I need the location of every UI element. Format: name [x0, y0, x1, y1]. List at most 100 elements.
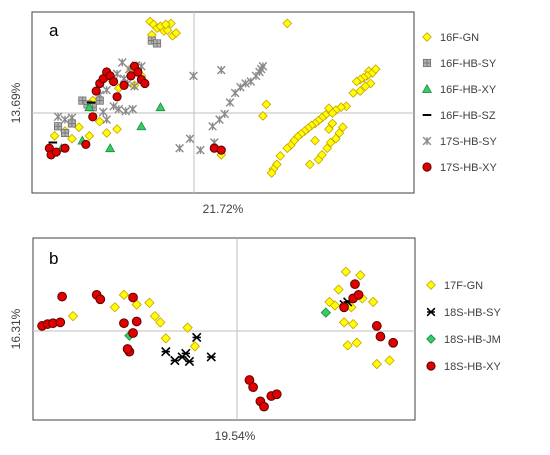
point-17f-gn-7	[160, 333, 171, 344]
point-17f-gn-12	[333, 284, 344, 295]
point-18s-hb-xy-16	[259, 401, 269, 412]
point-18s-hb-xy-24	[375, 331, 386, 342]
point-16f-hb-xy-3	[105, 143, 116, 153]
legend-item-18s-hb-xy: 18S-HB-XY	[426, 361, 502, 373]
point-17f-gn-20	[351, 337, 362, 348]
point-16f-hb-xy-4	[136, 121, 147, 131]
point-17f-gn-5	[149, 310, 161, 322]
point-17s-hb-sy-36	[216, 65, 226, 75]
series-16f-hb-sy	[53, 36, 162, 138]
point-16f-gn-61	[74, 122, 84, 133]
point-17f-gn-17	[367, 296, 379, 308]
panel-b-x-axis-label: 19.54%	[215, 429, 256, 443]
point-17s-hb-xy-13	[119, 80, 129, 90]
point-18s-hb-xy-4	[57, 291, 67, 302]
point-16f-gn-55	[258, 110, 268, 121]
legend-item-16f-hb-sz: 16F-HB-SZ	[422, 110, 496, 122]
point-17s-hb-sy-34	[175, 143, 184, 153]
series-17s-hb-sy	[53, 58, 268, 155]
point-18s-hb-xy-9	[131, 316, 142, 327]
panel-b-letter: b	[49, 249, 58, 268]
legend-item-16f-gn: 16F-GN	[422, 32, 479, 44]
point-17f-gn-9	[189, 341, 201, 352]
point-17s-hb-xy-14	[126, 71, 136, 81]
point-18s-hb-xy-19	[339, 302, 349, 313]
panel-b-legend: 17F-GN 18S-HB-SY 18S-HB-JM 18S-HB-XY	[426, 280, 502, 373]
point-17f-gn-11	[355, 270, 366, 281]
point-16f-gn-51	[337, 122, 348, 133]
point-17s-hb-xy-3	[60, 143, 70, 153]
point-17f-gn-8	[182, 322, 193, 333]
point-18s-hb-sy-4	[170, 355, 180, 366]
series-18s-hb-xy	[37, 279, 399, 412]
panel-b-y-axis-label: 16.31%	[9, 308, 23, 349]
point-16f-gn-22	[348, 88, 359, 98]
point-17s-hb-sy-32	[196, 145, 205, 155]
point-16f-gn-50	[334, 128, 345, 138]
point-16f-gn-53	[327, 118, 338, 129]
legend-item-16f-hb-xy: 16F-HB-XY	[422, 83, 497, 96]
point-17s-hb-sy-11	[114, 104, 124, 114]
point-16f-gn-47	[322, 143, 333, 154]
point-18s-hb-xy-3	[55, 317, 66, 328]
legend-marker-16f-hb-xy	[422, 83, 432, 93]
legend-label-17f-gn: 17F-GN	[444, 280, 483, 292]
legend-item-18s-hb-jm: 18S-HB-JM	[426, 334, 501, 346]
point-16f-hb-sy-8	[152, 39, 162, 48]
point-17s-hb-sy-26	[241, 79, 250, 88]
point-17s-hb-xy-11	[109, 76, 119, 87]
point-16f-gn-5	[162, 25, 173, 35]
legend-marker-18s-hb-jm	[426, 334, 436, 344]
point-16f-gn-43	[266, 168, 277, 178]
legend-label-16f-hb-sy: 16F-HB-SY	[440, 58, 497, 70]
point-18s-hb-sy-7	[161, 346, 171, 357]
point-16f-gn-34	[299, 126, 310, 136]
point-18s-hb-xy-8	[119, 318, 129, 329]
panel-a: a 21.72% 13.69% 16F-GN 16F-HB-SY 16F-HB-XY…	[9, 11, 498, 216]
point-17s-hb-sy-10	[109, 101, 118, 111]
legend-item-17s-hb-xy: 17S-HB-XY	[422, 162, 498, 174]
legend-marker-17s-hb-xy	[422, 162, 432, 172]
legend-item-17f-gn: 17F-GN	[426, 280, 483, 292]
point-16f-gn-27	[324, 103, 334, 114]
point-18s-hb-jm-1	[320, 307, 332, 318]
point-16f-gn-58	[49, 130, 60, 141]
series-16f-hb-sz	[48, 101, 96, 144]
point-16f-gn-62	[84, 130, 95, 141]
point-16f-gn-11	[282, 18, 293, 29]
point-16f-gn-35	[296, 129, 307, 139]
series-17s-hb-xy	[44, 61, 226, 160]
legend-marker-16f-gn	[422, 32, 432, 42]
point-16f-gn-60	[67, 133, 77, 144]
point-16f-gn-18	[351, 76, 362, 87]
legend-marker-16f-hb-sy	[422, 58, 432, 68]
legend-marker-17s-hb-sy	[422, 136, 432, 146]
legend-item-17s-hb-sy: 17S-HB-SY	[422, 136, 498, 148]
point-16f-gn-20	[360, 81, 371, 92]
point-17s-hb-xy-4	[81, 139, 91, 150]
point-18s-hb-xy-7	[128, 292, 138, 303]
panel-a-letter: a	[49, 21, 59, 40]
point-17f-gn-22	[384, 355, 395, 366]
legend-item-16f-hb-sy: 16F-HB-SY	[422, 58, 497, 70]
point-18s-hb-sy-3	[181, 348, 191, 359]
point-18s-hb-xy-11	[122, 344, 133, 354]
point-17s-hb-sy-17	[60, 115, 70, 125]
legend-item-18s-hb-sy: 18S-HB-SY	[426, 307, 502, 319]
point-18s-hb-sy-5	[184, 356, 195, 367]
point-17s-hb-xy-16	[133, 67, 143, 77]
point-17s-hb-sy-18	[67, 113, 77, 123]
point-17s-hb-xy-20	[216, 145, 226, 155]
legend-marker-18s-hb-xy	[426, 361, 436, 371]
point-16f-gn-44	[304, 159, 315, 170]
legend-label-18s-hb-jm: 18S-HB-JM	[444, 334, 501, 346]
point-18s-hb-xy-12	[128, 328, 138, 338]
point-17s-hb-xy-6	[91, 86, 101, 96]
point-16f-hb-xy-5	[155, 102, 166, 112]
panel-a-marks	[44, 16, 381, 178]
point-16f-hb-sy-1	[60, 128, 70, 138]
point-17s-hb-xy-5	[88, 112, 98, 122]
point-16f-gn-64	[101, 128, 112, 138]
legend-label-17s-hb-sy: 17S-HB-SY	[440, 136, 498, 148]
